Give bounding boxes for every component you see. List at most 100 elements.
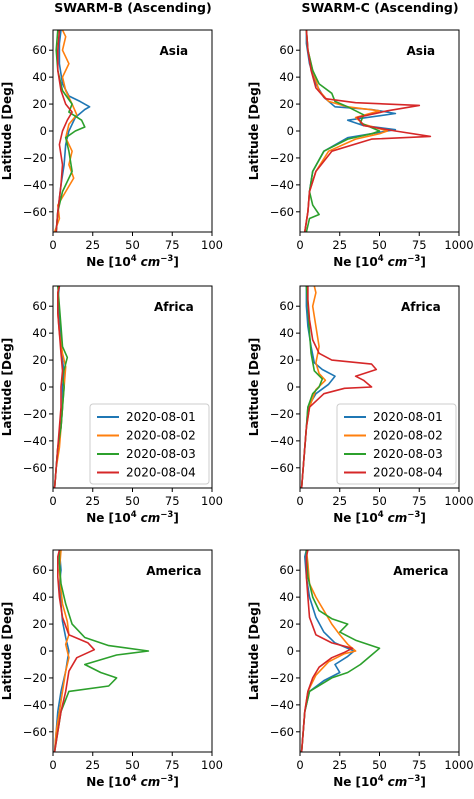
- y-tick-label: −20: [270, 151, 294, 165]
- x-axis-label-part: ]: [420, 255, 425, 269]
- series-line-2020-08-02: [53, 550, 70, 752]
- panel-swarm-c-africa: 0 25 50 75 1000 −60 −40 −20 0 20 40 60 Africa Ne [104…: [247, 285, 474, 525]
- panel-swarm-c-america: 0 25 50 75 1000 −60 −40 −20 0 20 40 60 America Ne [10…: [247, 549, 474, 789]
- y-tick-label: 0: [287, 380, 294, 394]
- y-tick-label: −20: [270, 407, 294, 421]
- y-tick-label: −60: [23, 725, 47, 739]
- y-tick-label: 20: [279, 617, 294, 631]
- y-tick-label: −60: [270, 205, 294, 219]
- y-tick-label: −40: [23, 178, 47, 192]
- y-tick-label: −20: [23, 151, 47, 165]
- y-axis-label: Latitude [Deg]: [0, 82, 14, 180]
- series-line-2020-08-04: [53, 550, 96, 752]
- x-tick-label: 100: [201, 238, 223, 252]
- x-axis-label-part: cm: [388, 511, 408, 525]
- x-axis-label-part: Ne [10: [333, 255, 378, 269]
- x-axis-label-part: Ne [10: [333, 511, 378, 525]
- x-axis-label-part: cm: [388, 775, 408, 789]
- x-tick-label: 25: [332, 238, 347, 252]
- series-group: [300, 286, 378, 488]
- legend-box: [336, 403, 457, 485]
- x-axis-label: Ne [104 cm−3]: [333, 254, 426, 269]
- x-axis-label-part: 4: [378, 510, 384, 520]
- region-label: America: [393, 564, 448, 578]
- legend-entry-label: 2020-08-02: [373, 429, 443, 443]
- series-line-2020-08-04: [300, 286, 378, 488]
- x-tick-label: 50: [125, 494, 140, 508]
- x-tick-label: 50: [372, 238, 387, 252]
- y-axis-label: Latitude [Deg]: [247, 602, 261, 700]
- x-axis-label-part: 4: [378, 774, 384, 784]
- x-axis-label-part: −3: [407, 254, 420, 264]
- region-label: America: [146, 564, 201, 578]
- x-axis-label-part: cm: [141, 255, 161, 269]
- x-axis-label: Ne [104 cm−3]: [333, 510, 426, 525]
- series-group: [53, 30, 91, 232]
- x-tick-label: 100: [201, 494, 223, 508]
- series-line-2020-08-04: [304, 30, 432, 232]
- x-axis-label-part: 4: [131, 774, 137, 784]
- x-axis-label-part: −3: [160, 774, 173, 784]
- x-axis-label-part: cm: [388, 255, 408, 269]
- y-tick-label: 60: [279, 563, 294, 577]
- x-tick-label: 0: [49, 758, 56, 772]
- x-tick-label: 25: [332, 494, 347, 508]
- y-axis-label: Latitude [Deg]: [0, 602, 14, 700]
- series-line-2020-08-01: [53, 286, 65, 488]
- y-tick-label: −40: [270, 698, 294, 712]
- y-tick-label: 60: [32, 563, 47, 577]
- x-axis-label-part: −3: [160, 510, 173, 520]
- series-group: [300, 550, 381, 752]
- y-tick-label: −60: [270, 725, 294, 739]
- y-tick-label: 40: [279, 70, 294, 84]
- legend-entry-label: 2020-08-02: [126, 429, 196, 443]
- x-axis-label-part: ]: [420, 511, 425, 525]
- y-tick-label: 40: [279, 326, 294, 340]
- x-tick-label: 50: [125, 238, 140, 252]
- x-tick-label: 75: [165, 238, 180, 252]
- series-group: [53, 550, 150, 752]
- x-axis-label-part: 4: [131, 510, 137, 520]
- x-tick-label: 25: [332, 758, 347, 772]
- x-axis-label-part: 4: [131, 254, 137, 264]
- legend-entry-label: 2020-08-01: [126, 410, 196, 424]
- column-title-swarm-c: SWARM-C (Ascending): [301, 0, 458, 15]
- x-tick-label: 50: [372, 758, 387, 772]
- x-axis-label-part: ]: [173, 775, 178, 789]
- y-tick-label: 20: [279, 97, 294, 111]
- legend-entry-label: 2020-08-04: [373, 466, 443, 480]
- x-axis-label-part: −3: [160, 254, 173, 264]
- y-tick-label: 0: [40, 644, 47, 658]
- series-line-2020-08-03: [305, 30, 381, 232]
- x-tick-label: 50: [372, 494, 387, 508]
- y-tick-label: 40: [32, 70, 47, 84]
- x-axis-label-part: ]: [420, 775, 425, 789]
- x-axis-label: Ne [104 cm−3]: [333, 774, 426, 789]
- x-axis-label-part: Ne [10: [86, 775, 131, 789]
- y-tick-label: −60: [23, 461, 47, 475]
- region-label: Africa: [401, 300, 441, 314]
- x-tick-label: 0: [49, 494, 56, 508]
- legend-entry-label: 2020-08-01: [373, 410, 443, 424]
- x-tick-label: 100: [201, 758, 223, 772]
- y-tick-label: 40: [32, 590, 47, 604]
- legend-entry-label: 2020-08-04: [126, 466, 196, 480]
- y-tick-label: 60: [279, 43, 294, 57]
- legend-entry-label: 2020-08-03: [373, 447, 443, 461]
- series-line-2020-08-02: [53, 30, 78, 232]
- x-axis-label-part: −3: [407, 510, 420, 520]
- axes-frame: [52, 549, 213, 753]
- axes-frame: [299, 549, 460, 753]
- x-tick-label: 1000: [444, 758, 473, 772]
- series-line-2020-08-04: [55, 30, 73, 232]
- y-axis-label: Latitude [Deg]: [0, 338, 14, 436]
- y-tick-label: −60: [23, 205, 47, 219]
- series-line-2020-08-04: [300, 550, 354, 752]
- panel-swarm-c-asia: 0 25 50 75 1000 −60 −40 −20 0 20 40 60 Asia Ne [104 cm…: [247, 29, 474, 269]
- region-label: Asia: [407, 44, 436, 58]
- x-axis-label-part: cm: [141, 775, 161, 789]
- series-line-2020-08-03: [53, 550, 150, 752]
- x-axis-label-part: Ne [10: [86, 511, 131, 525]
- y-tick-label: −40: [270, 434, 294, 448]
- series-line-2020-08-04: [53, 286, 64, 488]
